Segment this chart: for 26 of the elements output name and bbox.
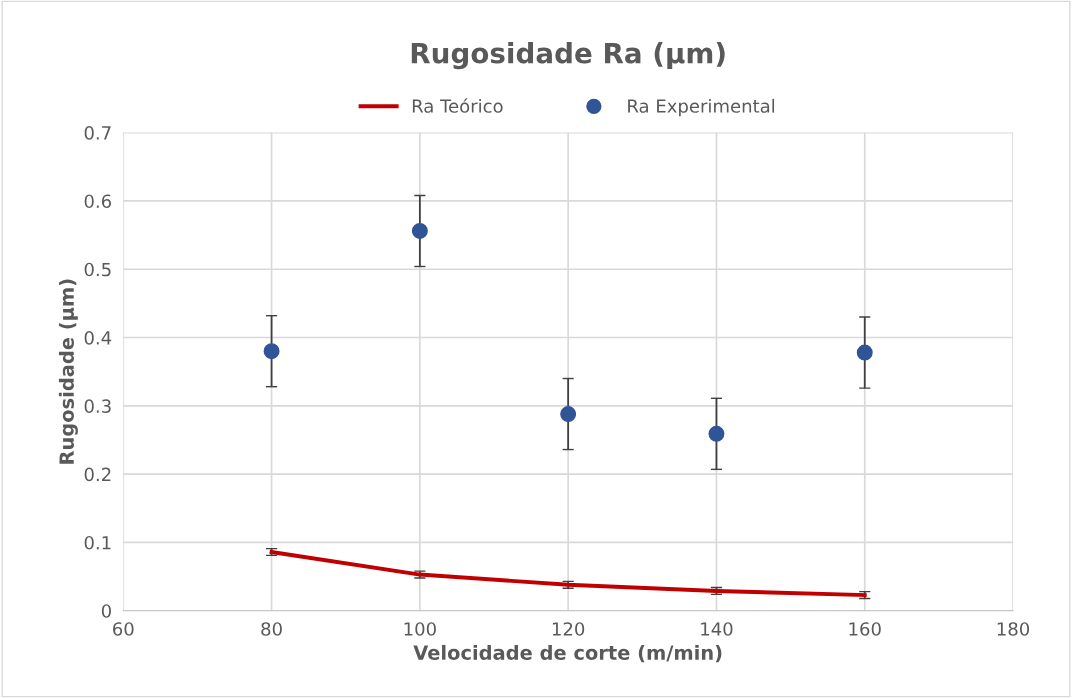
- x-tick-label: 100: [404, 622, 436, 636]
- point: [856, 344, 873, 361]
- y-tick-label: 0.7: [84, 126, 111, 140]
- y-tick-label: 0: [101, 604, 111, 618]
- x-tick-label: 140: [701, 622, 733, 636]
- y-tick-label: 0.1: [84, 535, 111, 550]
- y-tick-label: 0.5: [84, 262, 111, 277]
- line-series: [269, 550, 867, 597]
- point: [560, 406, 577, 423]
- x-axis-title: Velocidade de corte (m/min): [413, 644, 722, 663]
- x-tick-label: 180: [997, 622, 1030, 636]
- y-axis-title: Rugosidade (µm): [58, 279, 78, 464]
- x-tick-label: 80: [261, 622, 282, 636]
- legend-label: Ra Teórico: [412, 98, 503, 113]
- point: [263, 343, 280, 360]
- y-tick-label: 0.2: [84, 467, 111, 482]
- x-tick-label: 120: [552, 622, 585, 636]
- x-tick-label: 60: [113, 622, 134, 636]
- point: [411, 222, 428, 239]
- y-tick-label: 0.3: [84, 399, 111, 413]
- point: [708, 425, 725, 442]
- x-tick-label: 160: [849, 622, 881, 636]
- legend-label: Ra Experimental: [628, 98, 775, 117]
- y-tick-label: 0.4: [84, 330, 112, 345]
- y-tick-label: 0.6: [84, 194, 112, 209]
- chart-title: Rugosidade Ra (µm): [411, 42, 725, 70]
